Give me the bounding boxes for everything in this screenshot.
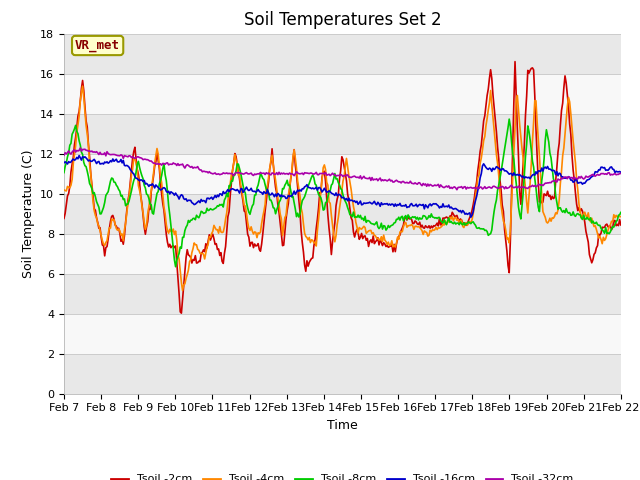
Tsoil -8cm: [60, 170, 68, 176]
Bar: [64, 234, 621, 274]
Tsoil -8cm: [399, 218, 407, 224]
Line: Tsoil -2cm: Tsoil -2cm: [64, 61, 621, 313]
Legend: Tsoil -2cm, Tsoil -4cm, Tsoil -8cm, Tsoil -16cm, Tsoil -32cm: Tsoil -2cm, Tsoil -4cm, Tsoil -8cm, Tsoi…: [107, 470, 578, 480]
Tsoil -32cm: [399, 179, 407, 184]
Tsoil -8cm: [506, 116, 513, 122]
Tsoil -16cm: [467, 215, 475, 220]
Tsoil -8cm: [172, 264, 179, 270]
Tsoil -2cm: [399, 222, 407, 228]
Text: VR_met: VR_met: [75, 39, 120, 52]
X-axis label: Time: Time: [327, 419, 358, 432]
Tsoil -8cm: [373, 219, 381, 225]
Tsoil -4cm: [79, 83, 86, 89]
Bar: [64, 274, 621, 313]
Tsoil -16cm: [296, 187, 304, 193]
Line: Tsoil -16cm: Tsoil -16cm: [64, 156, 621, 217]
Tsoil -4cm: [401, 221, 408, 227]
Tsoil -2cm: [234, 169, 242, 175]
Tsoil -32cm: [472, 186, 479, 192]
Line: Tsoil -8cm: Tsoil -8cm: [64, 119, 621, 267]
Tsoil -2cm: [470, 195, 478, 201]
Title: Soil Temperatures Set 2: Soil Temperatures Set 2: [244, 11, 441, 29]
Tsoil -16cm: [373, 202, 381, 208]
Tsoil -4cm: [60, 187, 68, 193]
Tsoil -32cm: [617, 171, 625, 177]
Tsoil -2cm: [60, 216, 68, 221]
Line: Tsoil -4cm: Tsoil -4cm: [64, 86, 621, 290]
Tsoil -16cm: [76, 153, 83, 158]
Tsoil -4cm: [568, 124, 576, 130]
Tsoil -8cm: [568, 212, 576, 218]
Tsoil -16cm: [399, 203, 407, 208]
Bar: [64, 313, 621, 354]
Tsoil -4cm: [179, 288, 186, 293]
Tsoil -16cm: [472, 198, 479, 204]
Tsoil -16cm: [234, 188, 242, 194]
Bar: [64, 73, 621, 114]
Tsoil -32cm: [60, 152, 68, 158]
Tsoil -32cm: [453, 187, 461, 192]
Tsoil -16cm: [60, 160, 68, 166]
Tsoil -8cm: [234, 161, 242, 167]
Bar: [64, 114, 621, 154]
Tsoil -16cm: [617, 169, 625, 175]
Tsoil -8cm: [470, 221, 478, 227]
Tsoil -32cm: [234, 170, 242, 176]
Y-axis label: Soil Temperature (C): Soil Temperature (C): [22, 149, 35, 278]
Tsoil -2cm: [617, 222, 625, 228]
Tsoil -16cm: [568, 177, 576, 183]
Tsoil -8cm: [296, 211, 304, 217]
Bar: [64, 34, 621, 73]
Tsoil -2cm: [568, 153, 576, 158]
Line: Tsoil -32cm: Tsoil -32cm: [64, 148, 621, 190]
Tsoil -32cm: [568, 175, 576, 180]
Tsoil -2cm: [296, 209, 304, 215]
Tsoil -32cm: [296, 171, 304, 177]
Bar: [64, 193, 621, 234]
Tsoil -2cm: [511, 59, 519, 64]
Tsoil -2cm: [177, 310, 185, 316]
Tsoil -8cm: [617, 210, 625, 216]
Tsoil -4cm: [236, 172, 243, 178]
Bar: [64, 354, 621, 394]
Tsoil -4cm: [472, 193, 479, 199]
Tsoil -4cm: [298, 205, 305, 211]
Tsoil -2cm: [373, 238, 381, 243]
Tsoil -32cm: [373, 176, 381, 182]
Tsoil -4cm: [617, 214, 625, 219]
Tsoil -32cm: [76, 145, 84, 151]
Bar: [64, 154, 621, 193]
Tsoil -4cm: [374, 235, 381, 241]
